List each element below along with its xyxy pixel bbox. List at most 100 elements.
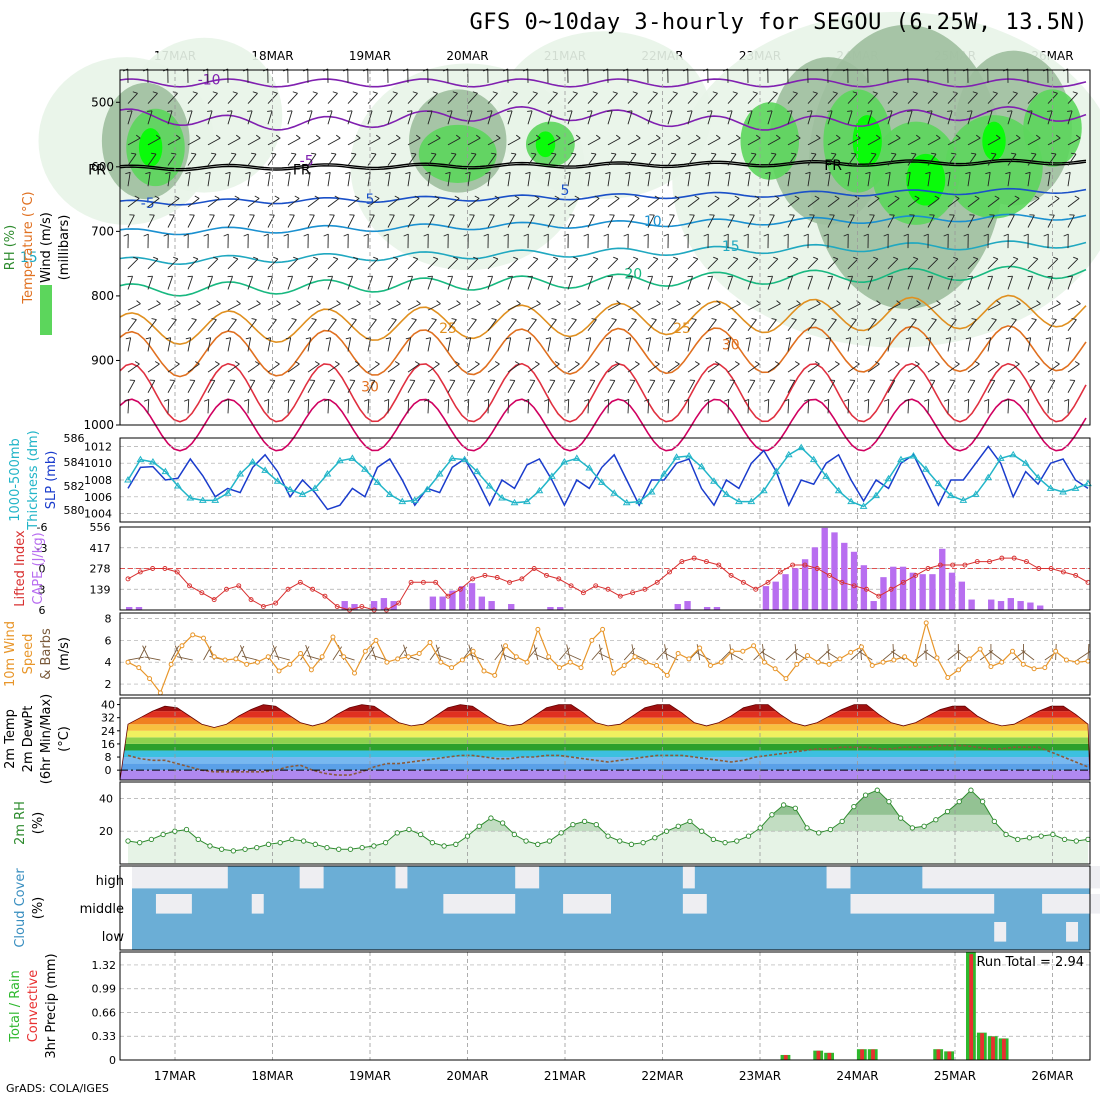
wind-barb xyxy=(567,198,580,208)
temp-band xyxy=(120,743,1090,751)
wind-barb xyxy=(907,303,921,311)
wind-barb xyxy=(387,319,397,332)
precip-conv-bar xyxy=(816,1050,821,1060)
wind-barb-flag xyxy=(1003,398,1009,402)
wind-barb xyxy=(247,380,256,393)
wind-barb xyxy=(807,363,820,373)
cloud-gap xyxy=(443,894,516,914)
wind-barb xyxy=(207,337,212,352)
wind-barb-flag xyxy=(245,171,251,175)
wind-barb-flag xyxy=(253,256,259,260)
wind-barb xyxy=(1027,172,1031,187)
temp-contour xyxy=(119,158,1087,170)
y-axis-label: Wind (m/s) xyxy=(39,212,54,283)
thickness-point xyxy=(348,454,357,461)
wind-barb-flag xyxy=(311,318,317,321)
wind-barb xyxy=(707,380,716,393)
wind-barb xyxy=(167,319,177,332)
cape-bar xyxy=(909,572,917,610)
wind-barb-flag xyxy=(211,318,217,321)
wind-barb xyxy=(687,363,700,373)
wind-barb-flag xyxy=(891,152,897,155)
wind-barb xyxy=(287,380,296,393)
wind-barb-flag xyxy=(254,195,260,199)
wind-barb xyxy=(507,137,521,146)
wind10m-barb xyxy=(300,646,310,661)
wind-barb xyxy=(427,258,439,270)
wind-barb-flag xyxy=(914,195,920,199)
y-tick-label-left: -6 xyxy=(37,521,48,534)
wind-barb xyxy=(1027,137,1041,146)
wind-barb xyxy=(387,153,397,166)
wind-barb-flag xyxy=(983,233,989,237)
wind-barb xyxy=(207,258,219,270)
wind-barb xyxy=(807,258,819,270)
wind-barb-flag xyxy=(896,300,901,305)
y-axis-label: 1000-500mb xyxy=(8,438,23,522)
wind-barb-flag xyxy=(476,300,481,305)
thickness-point xyxy=(672,453,681,460)
cape-bar xyxy=(370,601,378,610)
wind-speed-point xyxy=(772,666,778,672)
wind-barb-flag xyxy=(411,152,417,155)
y-tick-label: 8 xyxy=(105,751,112,764)
wind-barb-flag xyxy=(451,152,457,155)
wind-barb-flag xyxy=(327,110,333,112)
wind-barb xyxy=(187,337,192,352)
wind-barb xyxy=(567,110,573,125)
wind-barb-flag xyxy=(514,195,520,199)
wind-barb-flag xyxy=(136,300,141,305)
wind-barb xyxy=(347,363,360,373)
wind-barb xyxy=(227,276,233,290)
rh-point xyxy=(1073,838,1079,844)
wind-barb-flag xyxy=(276,300,281,305)
wind-barb xyxy=(807,198,820,208)
wind-speed-point xyxy=(848,649,854,655)
wind-barb-flag xyxy=(693,256,699,260)
wind-barb-flag xyxy=(911,152,917,155)
y-tick-label-right: 139 xyxy=(90,583,111,596)
thickness-point xyxy=(298,490,307,497)
thickness-point xyxy=(822,472,831,479)
wind-barb-flag xyxy=(654,195,660,199)
wind-barb-flag xyxy=(825,171,831,175)
wind-barb xyxy=(487,198,500,208)
wind-barb-flag xyxy=(973,256,979,260)
wind-speed-point xyxy=(988,664,994,670)
wind-barb-flag xyxy=(816,300,821,305)
wind-barb-flag xyxy=(835,134,841,139)
wind-barb xyxy=(707,93,718,104)
wind-barb-flag xyxy=(212,91,218,94)
wind-barb xyxy=(787,137,801,146)
wind-barb xyxy=(647,363,660,373)
wind-barb xyxy=(867,93,878,104)
wind-barb xyxy=(567,303,581,311)
wind-barb-flag xyxy=(533,256,539,260)
wind-barb xyxy=(587,258,599,270)
wind-barb-flag xyxy=(676,300,681,305)
rh-point xyxy=(535,841,541,847)
lifted-point xyxy=(211,597,217,603)
thickness-point xyxy=(261,466,270,473)
wind-barb-flag xyxy=(273,256,279,260)
wind-barb-flag xyxy=(516,300,521,305)
wind-barb-flag xyxy=(623,398,629,402)
wind-barb xyxy=(627,337,632,352)
wind-barb xyxy=(827,319,837,332)
wind-barb xyxy=(367,93,378,104)
wind-barb-flag xyxy=(434,195,440,199)
y-tick-label: 16 xyxy=(101,738,115,751)
rh-point xyxy=(1003,831,1009,838)
wind-barb xyxy=(207,137,221,146)
lifted-point xyxy=(1024,559,1029,565)
wind-barb xyxy=(927,363,940,373)
wind-barb-flag xyxy=(1013,256,1019,260)
wind-barb xyxy=(567,153,577,166)
wind-barb-flag xyxy=(707,110,713,112)
wind-barb xyxy=(867,363,880,373)
wind-barb-flag xyxy=(285,337,291,340)
wind-barb-flag xyxy=(531,318,537,321)
wind-barb xyxy=(927,303,941,311)
